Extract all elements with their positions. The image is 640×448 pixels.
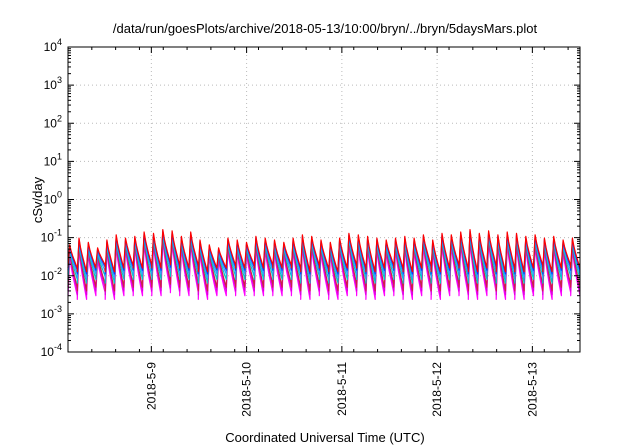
y-tick-label: 10-2 [41,266,62,283]
series-line [67,229,581,273]
x-tick-label: 2018-5-11 [335,362,349,416]
x-tick-label: 2018-5-12 [430,362,444,417]
grid [68,47,580,352]
y-tick-label: 10-1 [41,228,62,245]
series-group [67,229,581,300]
y-tick-label: 104 [44,37,62,54]
y-tick-label: 10-3 [41,304,62,321]
y-tick-label: 101 [44,151,62,168]
x-axis-title: Coordinated Universal Time (UTC) [225,430,424,445]
y-tick-label: 10-4 [41,342,62,359]
y-tick-label: 103 [44,75,62,92]
y-tick-label: 100 [44,190,62,207]
x-tick-label: 2018-5-10 [240,362,254,417]
x-axis: 2018-5-9 2018-5-10 2018-5-11 2018-5-12 2018-… [67,47,569,417]
x-tick-label: 2018-5-13 [525,362,539,417]
x-tick-label: 2018-5-9 [144,362,158,410]
y-axis-title: cSv/day [30,176,45,223]
y-tick-label: 102 [44,113,62,130]
chart-title: /data/run/goesPlots/archive/2018-05-13/1… [113,21,538,36]
y-axis: 10-4 10-3 10-2 10-1 100 101 102 103 104 [41,37,580,359]
